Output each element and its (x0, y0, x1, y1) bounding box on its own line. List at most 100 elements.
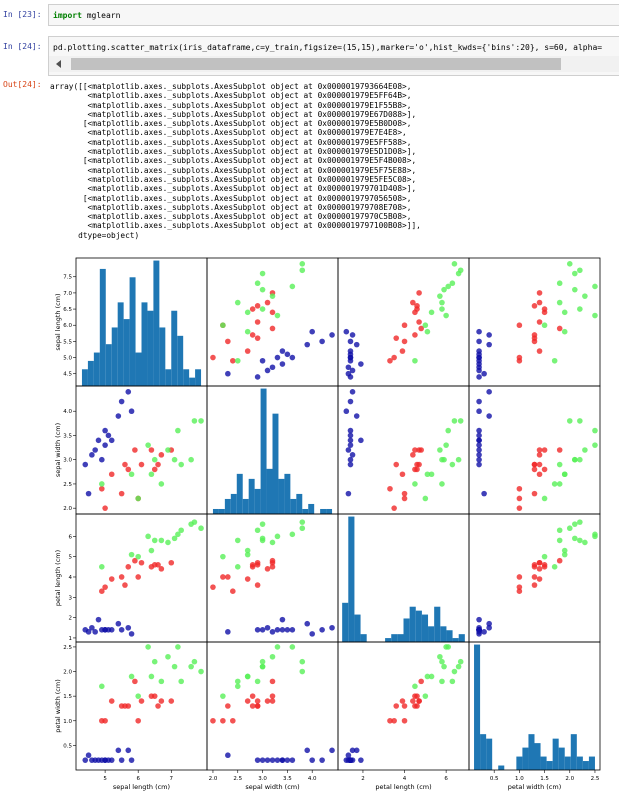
scatter-point (476, 374, 482, 380)
scatter-point (225, 629, 231, 635)
scrollbar[interactable] (49, 56, 619, 72)
scatter-point (264, 299, 271, 306)
scatter-point (582, 539, 588, 546)
scatter-point (387, 357, 393, 364)
x-tick-label: 2.5 (591, 776, 600, 782)
scatter-point (572, 286, 578, 293)
histogram-bar (99, 268, 106, 386)
scatter-point (145, 644, 151, 650)
scatter-point (249, 564, 256, 570)
histogram-bar (326, 508, 333, 514)
scatter-point (349, 747, 356, 754)
scatter-point (198, 668, 204, 675)
scatter-point (439, 678, 445, 685)
scatter-point (220, 693, 226, 699)
scatter-point (416, 461, 422, 468)
x-tick-label: 0.5 (490, 776, 499, 782)
scatter-point (516, 495, 523, 502)
scatter-point (457, 267, 464, 274)
scatter-point (531, 335, 538, 341)
scatter-point (230, 357, 236, 364)
scatter-point (135, 574, 141, 580)
scatter-point (284, 351, 291, 358)
scatter-point (439, 481, 445, 487)
histogram-bar (236, 473, 243, 514)
output-line: <matplotlib.axes._subplots.AxesSubplot o… (50, 100, 412, 110)
scatter-point (230, 717, 236, 724)
x-tick-label: 4 (403, 776, 407, 782)
scatter-point (410, 299, 416, 306)
histogram-bar (428, 626, 435, 642)
scatter-point (556, 447, 563, 453)
x-tick-label: 1.0 (515, 776, 524, 782)
histogram-bar (248, 478, 255, 514)
scatter-point (118, 757, 125, 763)
scatter-point (393, 703, 400, 709)
scatter-point (441, 663, 447, 670)
scatter-point (592, 312, 598, 319)
scatter-point (210, 354, 216, 361)
histogram-bar (212, 508, 219, 514)
scatter-point (329, 332, 335, 338)
scatter-point (132, 678, 138, 685)
histogram-bar (540, 756, 547, 770)
output-line: <matplotlib.axes._subplots.AxesSubplot o… (50, 165, 417, 175)
scatter-point (234, 678, 241, 685)
cell-frame (468, 641, 601, 771)
scatter-point (449, 280, 456, 287)
scatter-point (536, 566, 543, 572)
scatter-point (171, 456, 178, 463)
scatter-point (476, 616, 482, 623)
output-line: <matplotlib.axes._subplots.AxesSubplot o… (50, 184, 417, 194)
scatter-point (451, 261, 458, 267)
scatter-point (399, 471, 406, 478)
scatter-point (572, 535, 578, 542)
scatter-point (422, 693, 429, 699)
scatter-point (347, 437, 354, 444)
scatter-point (343, 757, 350, 763)
scatter-point (345, 364, 352, 371)
scatter-point (279, 348, 286, 354)
prompt: In [24]: (3, 42, 42, 51)
histogram-bar (117, 302, 124, 386)
scatter-point (347, 427, 354, 434)
scatter-point (531, 582, 538, 588)
scatter-point (274, 312, 281, 319)
code-line: import mglearn (53, 11, 120, 20)
y-tick-label: 6.0 (63, 323, 72, 329)
scatter-point (556, 299, 563, 306)
scatter-point (476, 408, 482, 415)
scatter-point (476, 461, 482, 468)
scatter-point (95, 616, 102, 623)
output-line: [<matplotlib.axes._subplots.AxesSubplot … (50, 156, 417, 166)
scatter-point (138, 461, 145, 468)
x-tick-label: 4.0 (308, 776, 317, 782)
scatter-point (481, 370, 487, 377)
scatter-point (329, 624, 335, 631)
scatter-point (244, 328, 251, 335)
scatter-point (455, 456, 462, 463)
scroll-left-arrow[interactable] (56, 60, 61, 68)
code-cell[interactable]: import mglearn (48, 4, 619, 26)
scatter-point (168, 698, 175, 704)
code-cell[interactable]: pd.plotting.scatter_matrix(iris_datafram… (48, 36, 619, 76)
scatter-point (259, 521, 266, 527)
cell-frame (337, 257, 470, 387)
scatter-point (155, 461, 161, 468)
scatter-point (158, 678, 165, 685)
scatter-point (399, 348, 406, 354)
scatter-point (476, 447, 482, 453)
scatter-point (254, 678, 261, 685)
scatter-point (486, 332, 492, 338)
scatter-point (249, 306, 256, 312)
scatter-point (115, 620, 122, 627)
scatter-point (349, 332, 356, 338)
scatter-point (254, 698, 261, 704)
scroll-thumb[interactable] (71, 58, 561, 70)
histogram-bar (195, 369, 202, 386)
scatter-point (422, 322, 429, 329)
scatter-point (299, 261, 306, 267)
scatter-point (486, 413, 492, 419)
scatter-point (95, 757, 102, 763)
